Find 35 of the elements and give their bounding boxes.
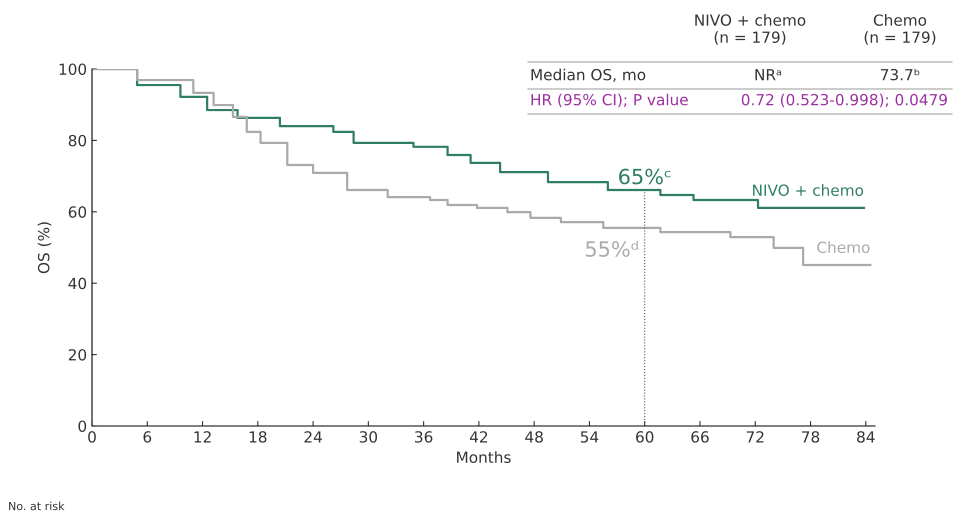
- annotation: HR (95% CI); P value: [532, 94, 688, 108]
- annotation: 55%ᵈ: [586, 240, 638, 257]
- series-label: NIVO + chemo: [753, 184, 864, 196]
- y-tick-label: 100: [60, 63, 86, 76]
- x-tick-label: 18: [250, 431, 266, 443]
- x-axis-title: Months: [457, 451, 511, 464]
- x-tick-label: 54: [580, 431, 598, 443]
- x-tick-label: 6: [143, 431, 152, 443]
- text: NIVO + chemo (n = 179): [695, 14, 806, 45]
- x-tick-label: 42: [470, 431, 488, 442]
- text: 73.7ᵇ: [880, 68, 920, 80]
- x-tick-label: 78: [802, 431, 820, 443]
- x-tick-label: 24: [304, 431, 322, 442]
- y-tick-label: 60: [68, 206, 86, 218]
- x-tick-label: 36: [415, 431, 432, 443]
- y-axis-title: OS (%): [38, 222, 52, 274]
- x-tick-label: 60: [636, 431, 654, 443]
- x-tick-label: 30: [360, 431, 378, 443]
- x-tick-label: 66: [691, 431, 709, 443]
- series-label: Chemo: [817, 241, 870, 254]
- annotation: 0.72 (0.523-0.998); 0.0479: [742, 94, 947, 108]
- x-tick-label: 48: [525, 431, 543, 443]
- text: No. at risk: [9, 502, 65, 510]
- x-tick-label: 12: [194, 431, 211, 442]
- y-tick-label: 20: [68, 349, 86, 361]
- annotation: 65%ᶜ: [619, 168, 670, 184]
- x-tick-label: 72: [746, 431, 764, 442]
- text: Chemo (n = 179): [864, 14, 936, 45]
- y-tick-label: 40: [68, 278, 86, 290]
- x-tick-label: 0: [88, 431, 96, 443]
- annotation: NRᵃ: [755, 69, 782, 80]
- y-tick-label: 0: [78, 420, 86, 432]
- x-tick-label: 84: [857, 431, 875, 443]
- annotation: Median OS, mo: [532, 68, 646, 82]
- y-tick-label: 80: [68, 134, 86, 146]
